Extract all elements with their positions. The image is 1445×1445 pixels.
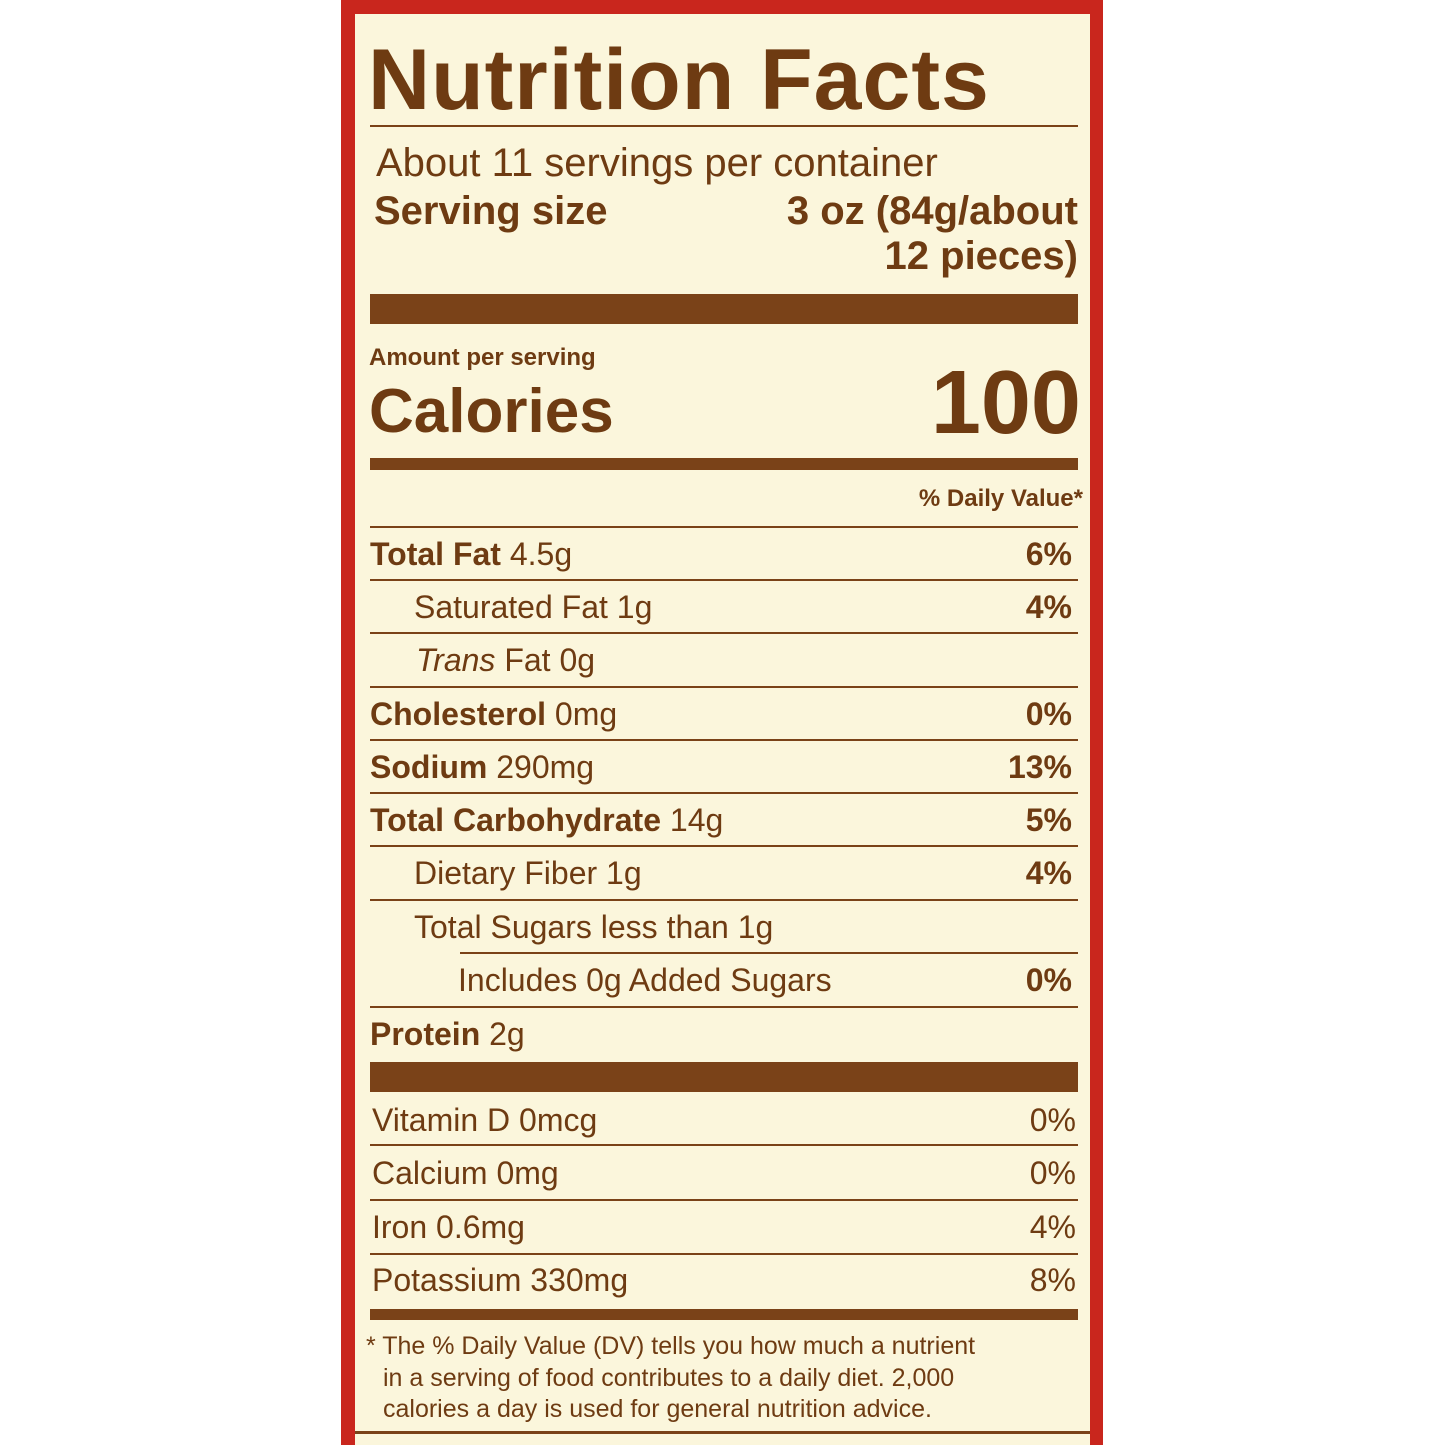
nutrient-name: Dietary Fiber xyxy=(414,855,598,891)
serving-size-value-cont: 12 pieces) xyxy=(884,234,1078,278)
nutrient-dv: 4% xyxy=(1025,589,1072,625)
nutrient-name: Total Carbohydrate xyxy=(370,802,661,838)
nutrient-row-sodium: Sodium 290mg 13% xyxy=(370,742,1072,792)
divider xyxy=(460,952,1078,954)
footnote-line: in a serving of food contributes to a da… xyxy=(383,1363,955,1392)
nutrient-dv: 13% xyxy=(1007,749,1072,785)
nutrient-row-total-fat: Total Fat 4.5g 6% xyxy=(370,529,1072,579)
divider xyxy=(355,1431,1090,1434)
divider xyxy=(370,845,1078,847)
divider xyxy=(370,899,1078,901)
divider xyxy=(370,792,1078,794)
nutrient-dv: 0% xyxy=(1025,696,1072,732)
nutrient-row-total-sugars: Total Sugars less than 1g xyxy=(370,902,1072,952)
nutrient-amount: 2g xyxy=(489,1016,525,1052)
nutrient-amount: 0g xyxy=(559,642,596,678)
nutrient-name: Includes 0g Added Sugars xyxy=(458,962,832,998)
medium-divider xyxy=(370,458,1078,470)
nutrient-row-added-sugars: Includes 0g Added Sugars 0% xyxy=(370,955,1072,1005)
servings-per-container: About 11 servings per container xyxy=(376,141,938,185)
nutrient-row-saturated-fat: Saturated Fat 1g 4% xyxy=(370,582,1072,632)
amount-per-serving: Amount per serving xyxy=(369,344,596,371)
divider xyxy=(370,632,1078,634)
divider xyxy=(370,526,1078,528)
nutrient-amount: 14g xyxy=(669,802,724,838)
nutrient-amount: 290mg xyxy=(496,749,595,785)
label-title: Nutrition Facts xyxy=(368,32,990,128)
nutrient-dv: 5% xyxy=(1025,802,1072,838)
nutrient-dv: 4% xyxy=(1025,855,1072,891)
nutrient-name: Cholesterol xyxy=(370,696,547,732)
vitamin-text: Vitamin D 0mcg xyxy=(372,1102,598,1138)
divider xyxy=(370,1006,1078,1008)
footnote-line: * The % Daily Value (DV) tells you how m… xyxy=(366,1332,976,1360)
thick-divider xyxy=(370,294,1078,324)
nutrient-name-italic: Trans xyxy=(416,642,496,678)
divider xyxy=(370,686,1078,688)
vitamin-row-iron: Iron 0.6mg 4% xyxy=(370,1202,1076,1252)
calories-value: 100 xyxy=(930,353,1081,453)
divider xyxy=(370,1253,1078,1255)
vitamin-dv: 4% xyxy=(1029,1209,1076,1245)
vitamin-text: Iron 0.6mg xyxy=(372,1209,525,1245)
nutrient-dv: 6% xyxy=(1025,536,1072,572)
divider xyxy=(370,1199,1078,1201)
vitamin-row-potassium: Potassium 330mg 8% xyxy=(370,1255,1076,1305)
vitamin-dv: 0% xyxy=(1029,1155,1076,1191)
vitamin-row-vitamin-d: Vitamin D 0mcg 0% xyxy=(370,1095,1076,1145)
serving-size-value: 3 oz (84g/about xyxy=(786,189,1078,233)
footnote-line: calories a day is used for general nutri… xyxy=(383,1395,932,1423)
nutrient-name: Total Sugars less than xyxy=(414,909,729,945)
nutrient-row-total-carbohydrate: Total Carbohydrate 14g 5% xyxy=(370,795,1072,845)
calories-label: Calories xyxy=(369,377,614,446)
vitamin-row-calcium: Calcium 0mg 0% xyxy=(370,1148,1076,1198)
label-panel xyxy=(355,14,1090,1445)
divider xyxy=(370,579,1078,581)
footnote: * The % Daily Value (DV) tells you how m… xyxy=(366,1331,975,1426)
divider xyxy=(370,1144,1078,1146)
vitamin-dv: 0% xyxy=(1029,1102,1076,1138)
vitamin-text: Potassium 330mg xyxy=(372,1262,629,1298)
nutrient-amount: 1g xyxy=(606,855,642,891)
vitamin-text: Calcium 0mg xyxy=(372,1155,559,1191)
medium-divider xyxy=(370,1309,1078,1320)
nutrient-row-cholesterol: Cholesterol 0mg 0% xyxy=(370,689,1072,739)
nutrient-name: Protein xyxy=(370,1016,481,1052)
nutrient-row-dietary-fiber: Dietary Fiber 1g 4% xyxy=(370,848,1072,898)
nutrient-amount: 1g xyxy=(737,909,774,945)
nutrient-amount: 0mg xyxy=(554,696,618,732)
divider xyxy=(370,739,1078,741)
thick-divider xyxy=(370,1062,1078,1092)
nutrient-row-trans-fat: Trans Fat 0g xyxy=(370,635,1072,685)
nutrient-amount: 4.5g xyxy=(509,536,573,572)
divider xyxy=(370,125,1078,127)
daily-value-header: % Daily Value* xyxy=(918,485,1083,512)
nutrient-name: Sodium xyxy=(370,749,488,785)
nutrient-name: Fat xyxy=(504,642,551,678)
serving-size-label: Serving size xyxy=(374,189,608,233)
nutrient-name: Saturated Fat xyxy=(414,589,608,625)
nutrient-name: Total Fat xyxy=(370,536,501,572)
nutrient-row-protein: Protein 2g xyxy=(370,1009,1072,1059)
nutrient-amount: 1g xyxy=(616,589,653,625)
nutrient-dv: 0% xyxy=(1025,962,1072,998)
vitamin-dv: 8% xyxy=(1029,1262,1076,1298)
